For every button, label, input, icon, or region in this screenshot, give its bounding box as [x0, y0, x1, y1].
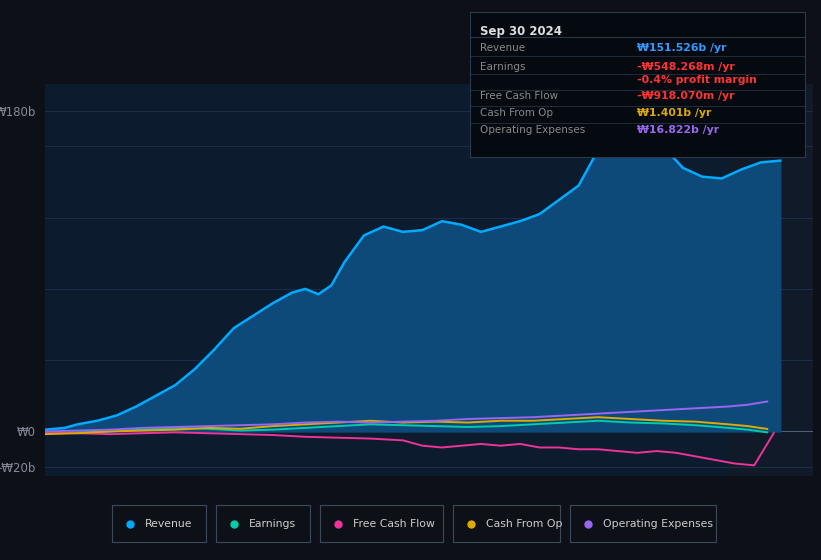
- Text: Earnings: Earnings: [479, 62, 525, 72]
- Text: -₩918.070m /yr: -₩918.070m /yr: [637, 91, 735, 101]
- Text: Operating Expenses: Operating Expenses: [479, 125, 585, 135]
- Text: ₩151.526b /yr: ₩151.526b /yr: [637, 44, 727, 53]
- Text: Sep 30 2024: Sep 30 2024: [479, 25, 562, 38]
- Text: ₩1.401b /yr: ₩1.401b /yr: [637, 108, 712, 118]
- Bar: [728, 84, 813, 476]
- Text: Cash From Op: Cash From Op: [479, 108, 553, 118]
- Text: Revenue: Revenue: [144, 519, 192, 529]
- Text: -₩548.268m /yr: -₩548.268m /yr: [637, 62, 735, 72]
- Bar: [216, 505, 310, 542]
- Text: Free Cash Flow: Free Cash Flow: [353, 519, 435, 529]
- Bar: [320, 505, 443, 542]
- Text: Revenue: Revenue: [479, 44, 525, 53]
- Text: Operating Expenses: Operating Expenses: [603, 519, 713, 529]
- Text: Earnings: Earnings: [249, 519, 296, 529]
- Bar: [453, 505, 560, 542]
- Text: Free Cash Flow: Free Cash Flow: [479, 91, 557, 101]
- Bar: [112, 505, 206, 542]
- Text: ₩16.822b /yr: ₩16.822b /yr: [637, 125, 719, 135]
- Bar: [570, 505, 716, 542]
- Text: Cash From Op: Cash From Op: [486, 519, 562, 529]
- Text: -0.4% profit margin: -0.4% profit margin: [637, 74, 757, 85]
